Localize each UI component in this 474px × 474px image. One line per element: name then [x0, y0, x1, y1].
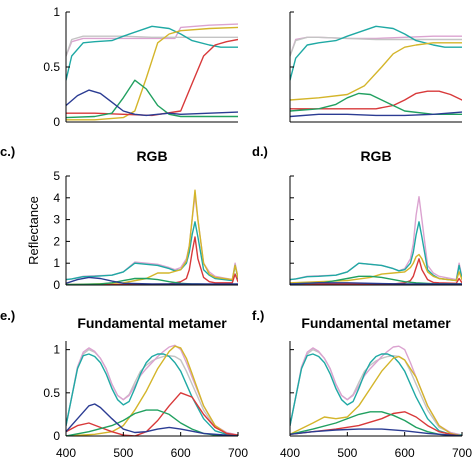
panel-title: Fundamental metamer [77, 315, 227, 331]
x-tick-label: 400 [280, 446, 300, 460]
y-tick-label: 0 [53, 429, 60, 443]
series-line-red [66, 236, 238, 285]
series-group [290, 196, 462, 285]
series-line-blue [66, 89, 238, 117]
series-line-yellow [290, 253, 462, 284]
y-tick-label: 2 [53, 234, 60, 248]
panel-label: e.) [0, 308, 15, 323]
series-line-green [290, 411, 462, 436]
series-line-teal [66, 25, 238, 81]
y-tick-label: 1 [53, 5, 60, 19]
series-group [66, 23, 238, 121]
series-line-red [66, 38, 238, 117]
y-tick-label: 0 [53, 115, 60, 129]
series-line-green [66, 79, 238, 119]
panel-e: 0 0.5 1 400 500 600 700 e.) Fundamental metamer [0, 308, 248, 460]
panel-b [289, 11, 462, 123]
series-line-blue [290, 282, 462, 285]
series-group [66, 189, 238, 285]
series-line-red [66, 392, 238, 436]
series-group [290, 25, 462, 118]
series-line-blue [290, 111, 462, 118]
x-tick-label: 600 [171, 446, 191, 460]
series-line-blue [290, 428, 462, 436]
y-tick-label: 0.5 [43, 386, 60, 400]
panel-d: d.) RGB [252, 144, 462, 286]
panel-title: RGB [360, 148, 391, 164]
x-tick-label: 600 [395, 446, 415, 460]
x-tick-label: 400 [56, 446, 76, 460]
series-line-grey [290, 348, 462, 436]
series-line-pink [66, 23, 238, 57]
series-line-grey [66, 348, 238, 436]
x-tick-label: 500 [337, 446, 357, 460]
y-tick-label: 4 [53, 191, 60, 205]
x-tick-label: 700 [228, 446, 248, 460]
series-line-teal [290, 221, 462, 282]
series-line-yellow [290, 42, 462, 101]
series-line-teal [290, 353, 462, 436]
x-tick-label: 700 [452, 446, 472, 460]
series-line-red [290, 90, 462, 110]
series-line-green [290, 92, 462, 115]
series-line-yellow [66, 189, 238, 285]
series-line-pink [290, 196, 462, 281]
series-line-yellow [290, 355, 462, 436]
y-tick-label: 3 [53, 213, 60, 227]
panel-c: 0 1 2 3 4 5 c.) RGB Reflectance [0, 144, 238, 292]
y-tick-label: 1 [53, 256, 60, 270]
panel-title: RGB [136, 148, 167, 164]
panel-title: Fundamental metamer [301, 315, 451, 331]
x-tick-label: 500 [113, 446, 133, 460]
series-line-blue [66, 276, 238, 285]
panel-a: 00.51 [43, 5, 238, 129]
series-line-teal [290, 25, 462, 81]
y-tick-label: 1 [53, 343, 60, 357]
series-line-pink [66, 194, 238, 281]
panel-label: f.) [252, 308, 264, 323]
series-line-yellow [66, 26, 238, 121]
panel-label: d.) [252, 144, 268, 159]
series-line-teal [66, 221, 238, 282]
y-tick-label: 5 [53, 169, 60, 183]
series-line-teal [66, 353, 238, 436]
series-line-grey [290, 36, 462, 57]
panel-f: 400 500 600 700 f.) Fundamental metamer [252, 308, 472, 460]
series-line-red [290, 258, 462, 285]
panel-label: c.) [0, 144, 15, 159]
y-tick-label: 0 [53, 278, 60, 292]
y-tick-label: 0.5 [43, 60, 60, 74]
series-group [290, 345, 462, 436]
series-line-yellow [66, 345, 238, 436]
y-axis-label: Reflectance [26, 196, 41, 265]
series-line-red [290, 411, 462, 436]
series-line-blue [66, 403, 238, 436]
series-group [66, 344, 238, 436]
